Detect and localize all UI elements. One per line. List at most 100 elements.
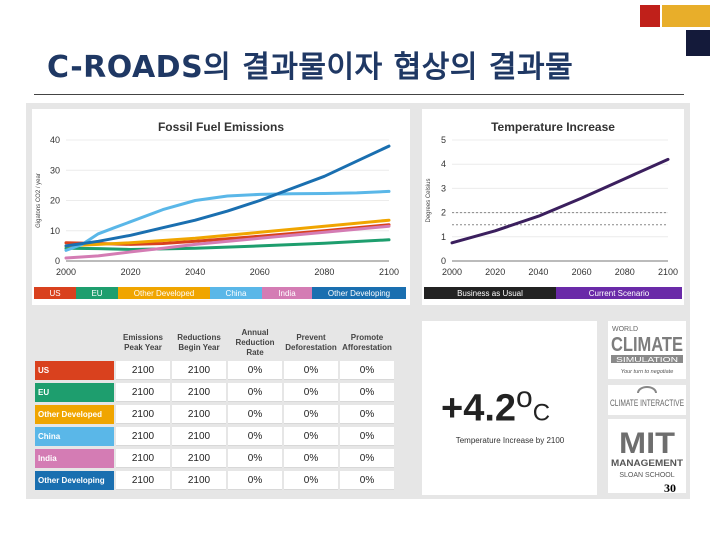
policy-row-eu: EU 2100 2100 0% 0% 0%: [35, 383, 394, 402]
policy-value-cell[interactable]: 0%: [284, 449, 338, 468]
mit-sloan-logo: MIT MANAGEMENT SLOAN SCHOOL: [608, 419, 686, 493]
series-line-china: [64, 189, 391, 252]
policy-value-cell[interactable]: 2100: [172, 449, 226, 468]
policy-value-cell[interactable]: 2100: [116, 361, 170, 380]
logo-sloan-text: SLOAN SCHOOL: [619, 472, 674, 479]
policy-value-cell[interactable]: 0%: [340, 427, 394, 446]
policy-column-header-line: Peak Year: [124, 343, 162, 352]
region-label: Other Developed: [35, 405, 114, 424]
policy-value-cell[interactable]: 2100: [172, 405, 226, 424]
policy-column-header: Reductions Begin Year: [172, 328, 226, 358]
policy-value-cell[interactable]: 2100: [172, 427, 226, 446]
logo-world-text: WORLD: [612, 326, 638, 333]
corner-deco-navy: [686, 30, 710, 56]
policy-column-header: Emissions Peak Year: [116, 328, 170, 358]
x-tick-label: 2060: [572, 267, 592, 277]
policy-column-header-line: Deforestation: [285, 343, 337, 352]
logo-simulation-text: SIMULATION: [616, 357, 678, 364]
policy-value-cell[interactable]: 0%: [228, 383, 282, 402]
legend-item-other-developed[interactable]: Other Developed: [118, 287, 210, 299]
policy-value-cell[interactable]: 0%: [284, 361, 338, 380]
climate-interactive-logo-graphic: CLIMATE INTERACTIVE: [610, 386, 684, 408]
policy-value-cell[interactable]: 0%: [284, 427, 338, 446]
region-label: India: [35, 449, 114, 468]
x-tick-label: 2100: [379, 267, 399, 277]
degree-symbol: o: [516, 381, 533, 414]
logo-mit-letters: MIT: [619, 427, 675, 460]
policy-row-other-developed: Other Developed 2100 2100 0% 0% 0%: [35, 405, 394, 424]
policy-value-cell[interactable]: 2100: [116, 427, 170, 446]
policy-value-cell[interactable]: 0%: [228, 449, 282, 468]
series-line-india: [64, 224, 391, 260]
x-tick-label: 2000: [442, 267, 462, 277]
climate-scoreboard-logo-graphic: WORLD CLIMATE SIMULATION Your turn to ne…: [611, 326, 683, 375]
legend-item-india[interactable]: India: [262, 287, 312, 299]
policy-value-cell[interactable]: 0%: [284, 405, 338, 424]
fossil-fuel-legend: US EU Other Developed China India Other Devel…: [34, 287, 406, 299]
x-tick-label: 2080: [314, 267, 334, 277]
legend-item-business-as-usual[interactable]: Business as Usual: [424, 287, 556, 299]
x-tick-label: 2020: [121, 267, 141, 277]
logo-tagline-text: Your turn to negotiate: [621, 369, 674, 375]
policy-column-header-line: Prevent: [296, 333, 326, 342]
policy-value-cell[interactable]: 2100: [116, 405, 170, 424]
legend-item-us[interactable]: US: [34, 287, 76, 299]
policy-column-header-line: Reductions: [177, 333, 221, 342]
chart-title: Fossil Fuel Emissions: [158, 120, 284, 134]
policy-row-india: India 2100 2100 0% 0% 0%: [35, 449, 394, 468]
y-tick-label: 0: [441, 256, 446, 266]
title-divider: [34, 94, 684, 95]
y-tick-label: 10: [50, 226, 60, 236]
y-tick-label: 3: [441, 183, 446, 193]
logo-swirl-icon: [637, 386, 657, 394]
policy-value-cell[interactable]: 0%: [228, 427, 282, 446]
region-label: US: [35, 361, 114, 380]
policy-value-cell[interactable]: 2100: [116, 383, 170, 402]
policy-value-cell[interactable]: 0%: [340, 449, 394, 468]
policy-value-cell[interactable]: 0%: [340, 383, 394, 402]
y-axis-label: Gigatons CO2 / year: [36, 173, 42, 228]
legend-item-current-scenario[interactable]: Current Scenario: [556, 287, 682, 299]
policy-value-cell[interactable]: 2100: [172, 383, 226, 402]
policy-value-cell[interactable]: 2100: [116, 449, 170, 468]
logo-management-text: MANAGEMENT: [611, 458, 684, 468]
y-tick-label: 1: [441, 232, 446, 242]
policy-column-header: Annual Reduction Rate: [228, 328, 282, 358]
chart-title: Temperature Increase: [491, 120, 615, 134]
x-tick-label: 2000: [56, 267, 76, 277]
policy-value-cell[interactable]: 0%: [340, 361, 394, 380]
policy-value-cell[interactable]: 0%: [284, 471, 338, 490]
region-label: China: [35, 427, 114, 446]
policy-value-cell[interactable]: 0%: [228, 361, 282, 380]
policy-value-cell[interactable]: 2100: [116, 471, 170, 490]
fossil-fuel-chart: Fossil Fuel Emissions Gigatons CO2 / year…: [36, 120, 399, 277]
x-tick-label: 2020: [485, 267, 505, 277]
temperature-unit: C: [532, 399, 551, 427]
policy-value-cell[interactable]: 0%: [228, 471, 282, 490]
policy-value-cell[interactable]: 0%: [340, 405, 394, 424]
legend-item-other-developing[interactable]: Other Developing: [312, 287, 406, 299]
legend-item-china[interactable]: China: [210, 287, 262, 299]
slide-title: C-ROADS의 결과물이자 협상의 결과물: [47, 50, 574, 85]
x-tick-label: 2040: [528, 267, 548, 277]
policy-column-header-line: Annual: [241, 328, 269, 337]
policy-value-cell[interactable]: 0%: [340, 471, 394, 490]
climate-interactive-logo: CLIMATE INTERACTIVE: [608, 385, 686, 415]
temperature-legend: Business as Usual Current Scenario: [424, 287, 682, 299]
policy-column-header-line: Emissions: [122, 333, 163, 342]
policy-column-header-line: Reduction Rate: [235, 338, 275, 357]
y-tick-label: 20: [50, 196, 60, 206]
policy-value-cell[interactable]: 2100: [172, 361, 226, 380]
policy-row-china: China 2100 2100 0% 0% 0%: [35, 427, 394, 446]
x-tick-label: 2080: [615, 267, 635, 277]
corner-deco-gold: [662, 5, 710, 27]
policy-value-cell[interactable]: 0%: [228, 405, 282, 424]
legend-item-eu[interactable]: EU: [76, 287, 118, 299]
y-tick-label: 30: [50, 165, 60, 175]
y-tick-label: 2: [441, 208, 446, 218]
policy-value-cell[interactable]: 0%: [284, 383, 338, 402]
policy-value-cell[interactable]: 2100: [172, 471, 226, 490]
region-label: Other Developing: [35, 471, 114, 490]
policy-column-header-line: Begin Year: [178, 343, 220, 352]
temperature-result-card: [422, 321, 597, 495]
